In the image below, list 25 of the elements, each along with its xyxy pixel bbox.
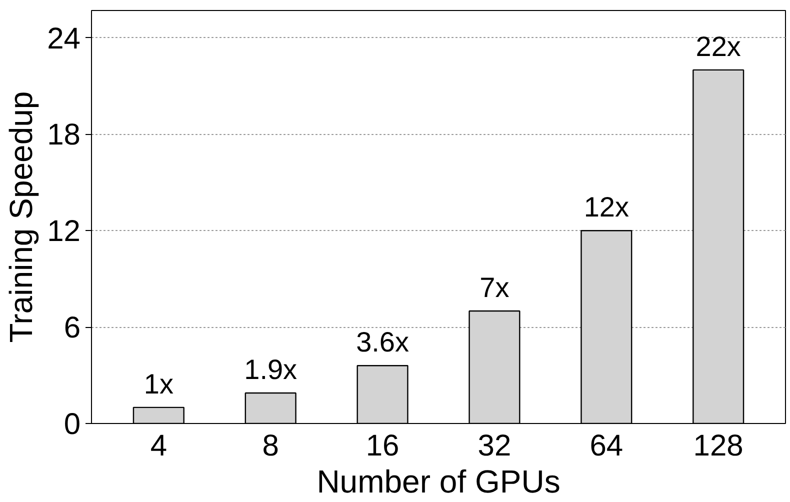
data-label: 3.6x	[356, 326, 410, 358]
x-tick-label: 4	[150, 430, 168, 462]
x-tick-label: 8	[262, 430, 279, 462]
x-tick-label: 128	[693, 430, 744, 462]
y-tick-label: 18	[47, 118, 81, 152]
y-tick-label: 6	[64, 312, 81, 345]
x-tick-label: 64	[590, 430, 624, 462]
data-label: 22x	[696, 30, 741, 62]
bar	[356, 365, 408, 424]
y-tick-label: 24	[47, 22, 81, 56]
data-label: 12x	[584, 192, 629, 223]
x-axis-title: Number of GPUs	[316, 464, 560, 500]
data-label: 7x	[480, 272, 510, 304]
data-label: 1x	[144, 368, 174, 400]
x-tick-label: 32	[478, 430, 512, 462]
bar	[468, 310, 520, 424]
bar	[692, 69, 744, 424]
bar	[580, 230, 632, 424]
data-label: 1.9x	[244, 354, 298, 385]
bar	[244, 392, 296, 424]
y-tick-label: 12	[47, 215, 81, 248]
bar	[132, 406, 184, 424]
y-tick-label: 0	[64, 408, 81, 441]
y-axis-title: Training Speedup	[3, 91, 40, 343]
x-tick-label: 16	[366, 430, 400, 462]
